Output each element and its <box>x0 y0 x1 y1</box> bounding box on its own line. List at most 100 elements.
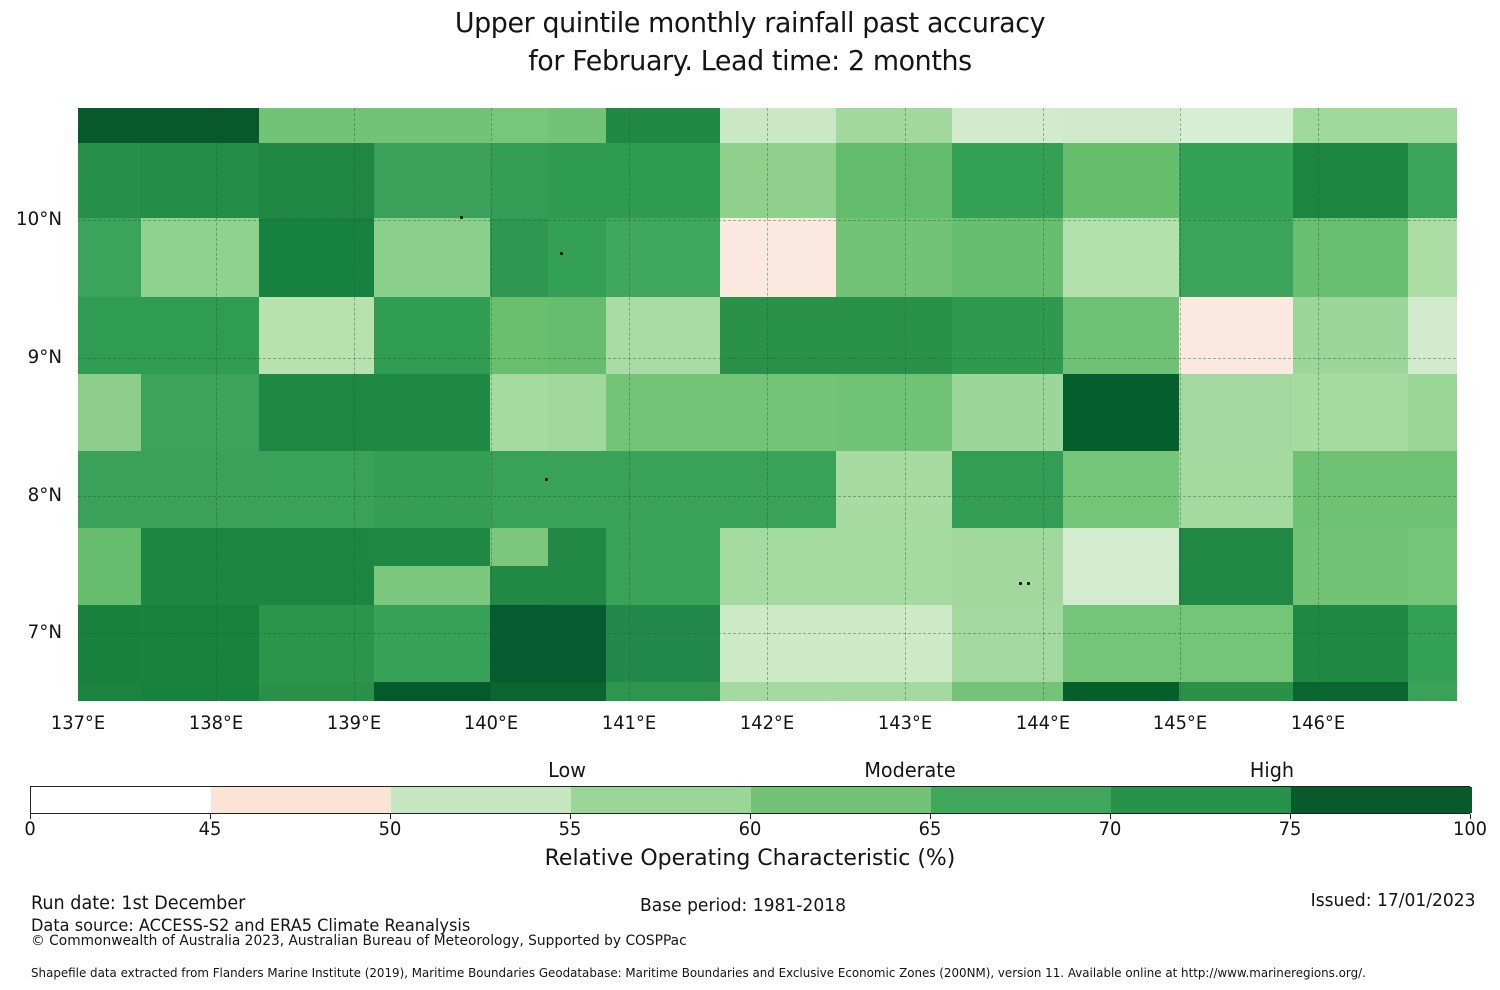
heatmap-cell <box>141 605 260 683</box>
heatmap-cell <box>1407 605 1457 683</box>
colorbar-tick-label: 60 <box>738 818 762 840</box>
heatmap-cell <box>1063 451 1180 529</box>
heatmap-cell <box>141 373 260 452</box>
heatmap-cell <box>1179 142 1294 219</box>
heatmap-cell <box>1179 527 1294 606</box>
heatmap-cell <box>835 108 953 144</box>
data-source-text: Data source: ACCESS-S2 and ERA5 Climate … <box>31 916 471 936</box>
colorbar-segment <box>571 787 752 813</box>
heatmap-cell <box>374 527 491 568</box>
gridline-longitude <box>1180 108 1182 700</box>
island-dot <box>560 252 564 256</box>
x-tick-label: 140°E <box>464 712 519 734</box>
heatmap-cell <box>835 681 953 701</box>
y-tick-label: 8°N <box>27 483 62 506</box>
heatmap-cell <box>374 373 491 452</box>
heatmap-cell <box>78 296 142 375</box>
heatmap-cell <box>951 451 1064 529</box>
heatmap-cell <box>141 527 260 606</box>
heatmap-cell <box>547 142 607 219</box>
heatmap-cell <box>258 681 375 701</box>
gridline-latitude <box>78 633 1456 635</box>
colorbar-tick-label: 0 <box>24 818 36 840</box>
heatmap-cell <box>547 451 607 529</box>
heatmap-cell <box>258 451 375 529</box>
gridline-longitude <box>904 108 906 700</box>
heatmap-cell <box>141 451 260 529</box>
heatmap-cell <box>1407 296 1457 375</box>
heatmap-cell <box>1179 373 1294 452</box>
colorbar-tick <box>1470 814 1471 819</box>
x-tick-label: 142°E <box>739 712 795 734</box>
heatmap-cell <box>258 296 375 375</box>
colorbar-tick-label: 75 <box>1278 818 1302 840</box>
colorbar-zone-label: Low <box>548 758 587 782</box>
colorbar-zone-label: Moderate <box>864 758 956 782</box>
heatmap-cell <box>1293 527 1409 606</box>
heatmap-cell <box>951 373 1064 452</box>
heatmap-cell <box>605 108 721 144</box>
heatmap-cell <box>605 296 721 375</box>
heatmap-cell <box>258 605 375 683</box>
heatmap-cell <box>1063 108 1180 144</box>
heatmap-cell <box>547 681 607 701</box>
heatmap-cell <box>1179 108 1294 144</box>
heatmap-cell <box>951 605 1064 683</box>
heatmap-cell <box>1293 108 1409 144</box>
gridline-longitude <box>629 108 631 700</box>
colorbar-segment <box>211 787 392 813</box>
gridline-latitude <box>78 358 1456 360</box>
heatmap-cell <box>258 527 375 606</box>
heatmap-cell <box>374 142 491 219</box>
heatmap-cell <box>78 681 142 701</box>
heatmap-cell <box>258 217 375 298</box>
colorbar-segment <box>1111 787 1292 813</box>
heatmap-cell <box>1407 108 1457 144</box>
heatmap-cell <box>374 108 491 144</box>
heatmap-cell <box>1179 217 1294 298</box>
colorbar-tick <box>1290 814 1291 819</box>
heatmap-cell <box>547 527 607 606</box>
heatmap-cell <box>1407 451 1457 529</box>
heatmap-cell <box>547 605 607 683</box>
heatmap-cell <box>547 296 607 375</box>
colorbar-tick <box>30 814 31 819</box>
base-period-text: Base period: 1981-2018 <box>640 895 846 916</box>
gridline-latitude <box>78 495 1456 497</box>
x-tick-label: 145°E <box>1153 712 1208 734</box>
gridline-longitude <box>767 108 768 700</box>
heatmap-cell <box>78 217 142 298</box>
heatmap-cell <box>720 527 837 606</box>
shapefile-note-text: Shapefile data extracted from Flanders M… <box>31 965 1366 980</box>
x-tick-label: 143°E <box>877 712 932 734</box>
heatmap-cell <box>78 527 142 606</box>
colorbar-segment <box>31 787 212 813</box>
heatmap-cell <box>1407 527 1457 606</box>
heatmap-cell <box>720 681 837 701</box>
heatmap-cell <box>951 681 1064 701</box>
heatmap-cell <box>951 527 1064 606</box>
heatmap-cell <box>1179 681 1294 701</box>
colorbar-segment <box>751 787 932 813</box>
colorbar-tick-label: 50 <box>378 818 402 840</box>
heatmap-cell <box>605 217 721 298</box>
heatmap-cell <box>1407 217 1457 298</box>
heatmap-cell <box>1063 142 1180 219</box>
gridline-longitude <box>491 108 493 700</box>
heatmap-cell <box>78 373 142 452</box>
y-tick-label: 7°N <box>27 621 62 644</box>
heatmap-cell <box>490 373 549 452</box>
heatmap-cell <box>720 142 837 219</box>
heatmap-cell <box>605 527 721 606</box>
heatmap-cell <box>1293 296 1409 375</box>
island-dot <box>1027 582 1031 586</box>
copyright-text: © Commonwealth of Australia 2023, Austra… <box>31 933 687 949</box>
x-tick-label: 144°E <box>1015 712 1070 734</box>
heatmap-map-area <box>78 108 1457 701</box>
heatmap-cell <box>720 605 837 683</box>
heatmap-cell <box>258 373 375 452</box>
y-tick-label: 9°N <box>27 346 62 369</box>
heatmap-cell <box>605 605 721 683</box>
heatmap-cell <box>490 566 549 606</box>
heatmap-cell <box>490 142 549 219</box>
